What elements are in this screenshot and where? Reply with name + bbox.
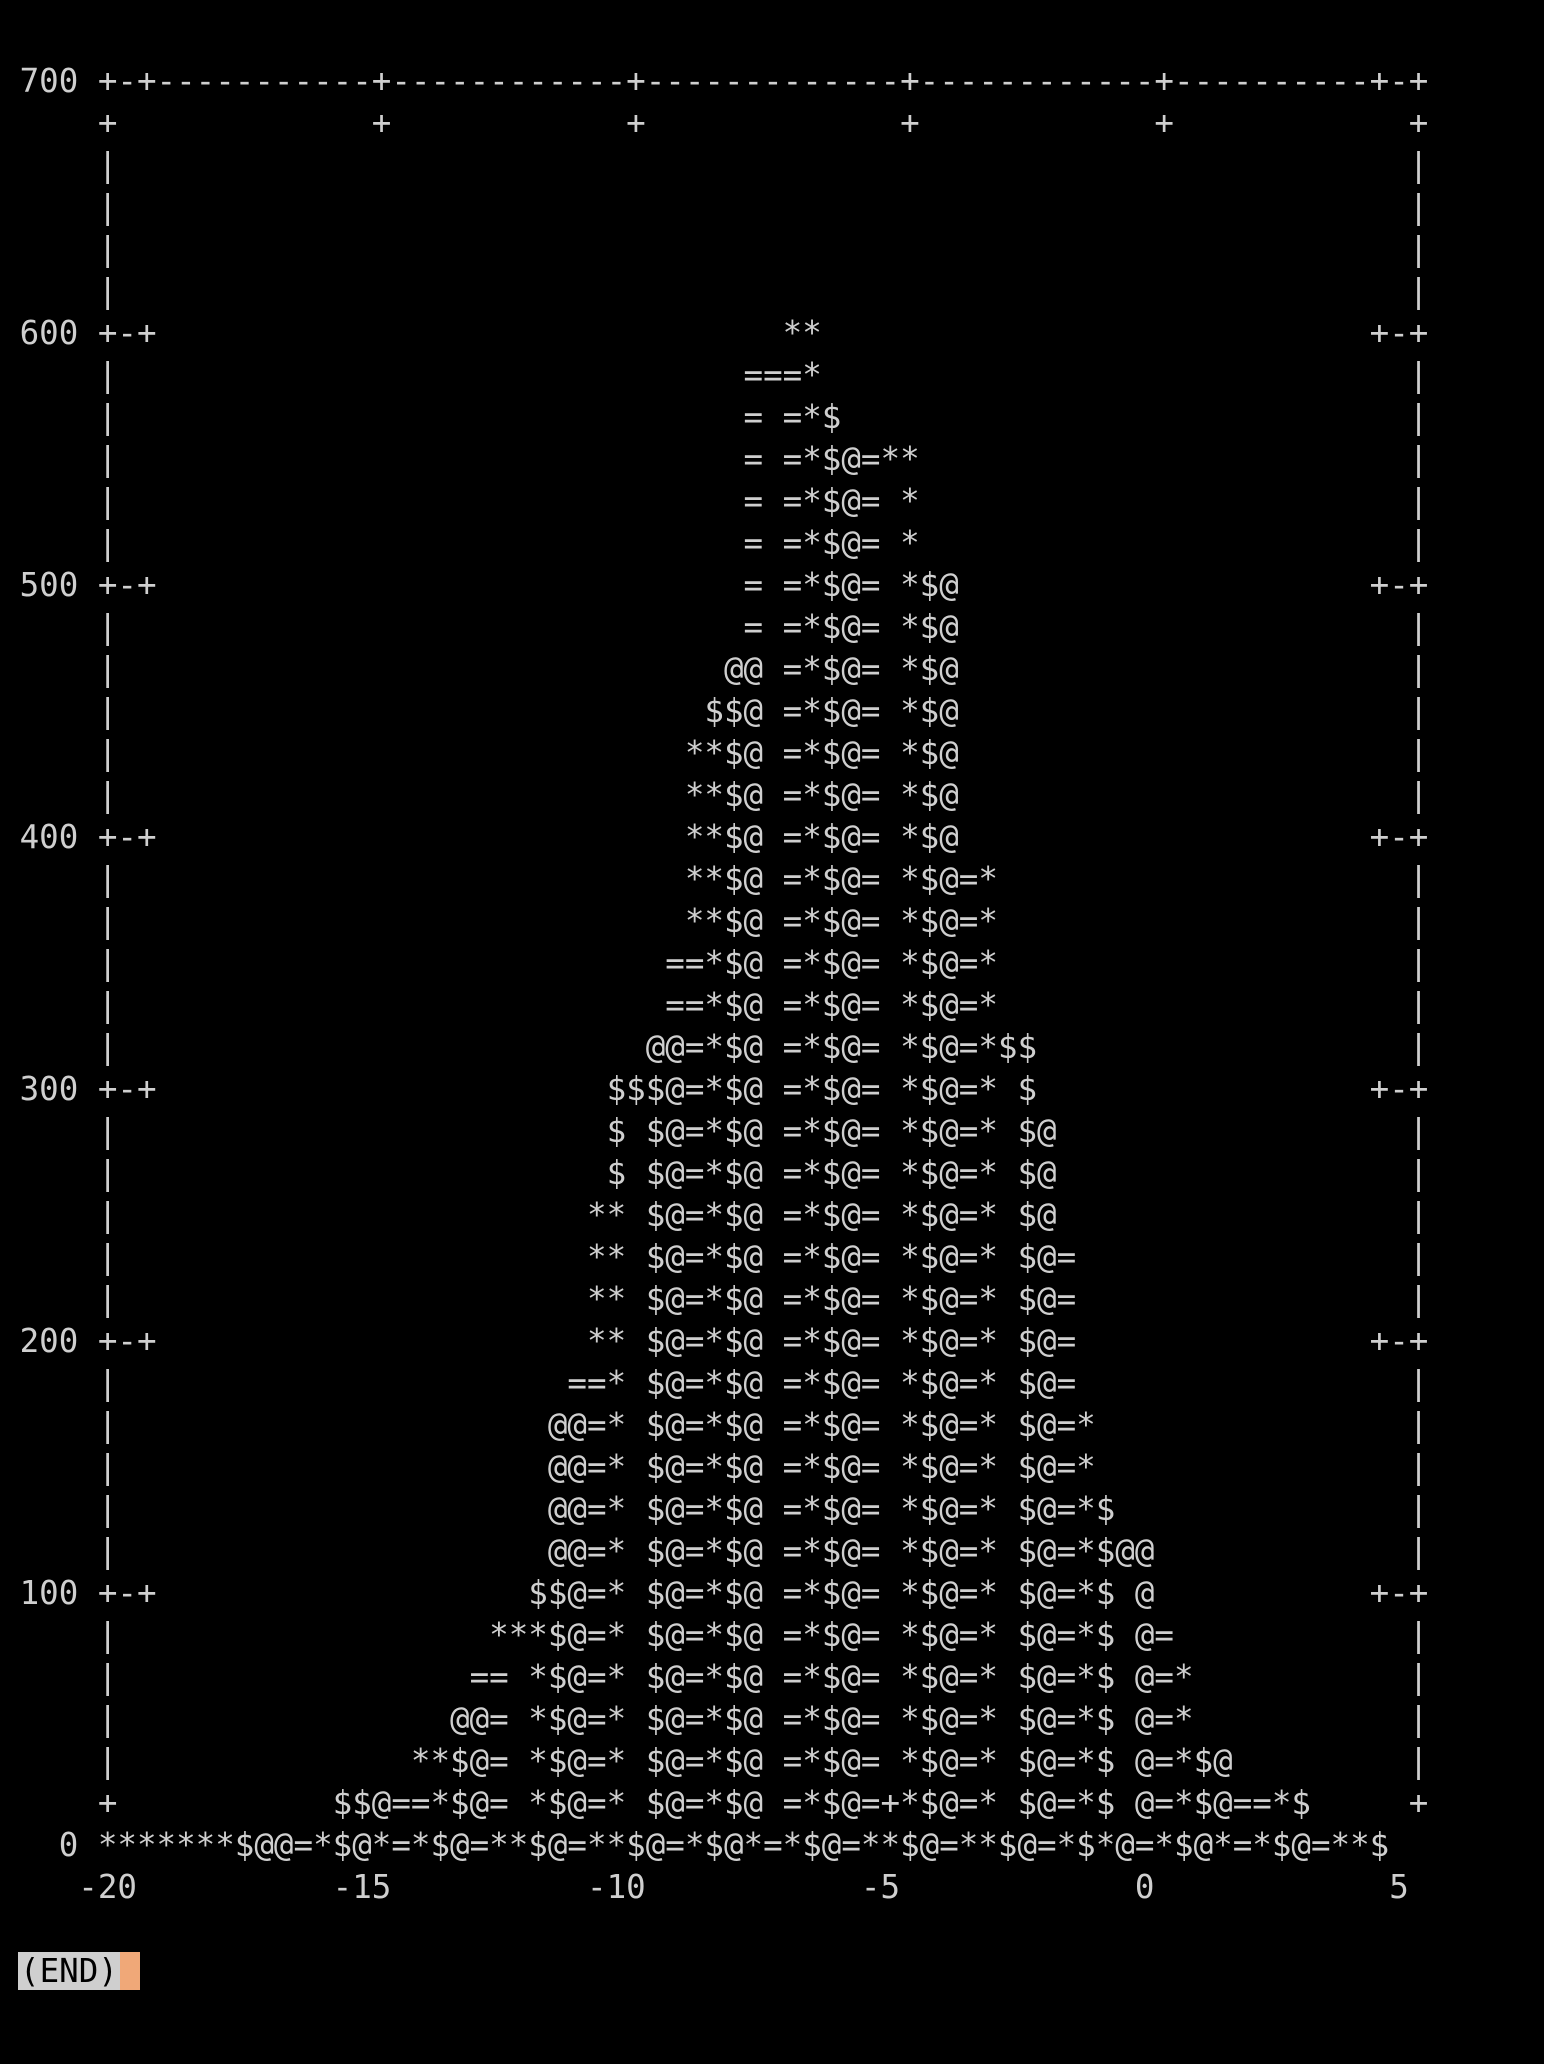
plot-line: | $ $@=*$@ =*$@= *$@=* $@ |	[0, 1154, 1429, 1192]
plot-line: | == *$@=* $@=*$@ =*$@= *$@=* $@=*$ @=* …	[0, 1658, 1429, 1696]
ascii-histogram-plot: 700 +-+-----------+------------+--------…	[0, 60, 1429, 1908]
plot-line: 600 +-+ ** +-+	[0, 314, 1429, 352]
plot-line: 400 +-+ **$@ =*$@= *$@ +-+	[0, 818, 1429, 856]
plot-line: 500 +-+ = =*$@= *$@ +-+	[0, 566, 1429, 604]
plot-line: | @@ =*$@= *$@ |	[0, 650, 1429, 688]
plot-line: | **$@ =*$@= *$@=* |	[0, 860, 1429, 898]
plot-line: | ***$@=* $@=*$@ =*$@= *$@=* $@=*$ @= |	[0, 1616, 1429, 1654]
plot-line: | = =*$@=** |	[0, 440, 1429, 478]
plot-line: | ==* $@=*$@ =*$@= *$@=* $@= |	[0, 1364, 1429, 1402]
plot-line: 0 *******$@@=*$@*=*$@=**$@=**$@=*$@*=*$@…	[0, 1826, 1390, 1864]
plot-line: | **$@ =*$@= *$@=* |	[0, 902, 1429, 940]
plot-line: | @@=* $@=*$@ =*$@= *$@=* $@=* |	[0, 1406, 1429, 1444]
plot-line: | $$@ =*$@= *$@ |	[0, 692, 1429, 730]
plot-line: | **$@= *$@=* $@=*$@ =*$@= *$@=* $@=*$ @…	[0, 1742, 1429, 1780]
plot-line: | = =*$@= *$@ |	[0, 608, 1429, 646]
plot-line: | @@=* $@=*$@ =*$@= *$@=* $@=*$@@ |	[0, 1532, 1429, 1570]
plot-line: | = =*$ |	[0, 398, 1429, 436]
plot-line: | ==*$@ =*$@= *$@=* |	[0, 986, 1429, 1024]
plot-line: | ===* |	[0, 356, 1429, 394]
plot-line: 300 +-+ $$$@=*$@ =*$@= *$@=* $ +-+	[0, 1070, 1429, 1108]
plot-line: | @@=*$@ =*$@= *$@=*$$ |	[0, 1028, 1429, 1066]
plot-line: | ** $@=*$@ =*$@= *$@=* $@ |	[0, 1196, 1429, 1234]
plot-line: | ==*$@ =*$@= *$@=* |	[0, 944, 1429, 982]
text-cursor	[119, 1952, 140, 1990]
plot-line: 700 +-+-----------+------------+--------…	[0, 62, 1429, 100]
plot-line: | |	[0, 230, 1429, 268]
plot-line: | ** $@=*$@ =*$@= *$@=* $@= |	[0, 1238, 1429, 1276]
plot-line: + $$@==*$@= *$@=* $@=*$@ =*$@=+*$@=* $@=…	[0, 1784, 1429, 1822]
plot-line: | @@=* $@=*$@ =*$@= *$@=* $@=*$ |	[0, 1490, 1429, 1528]
plot-line: | @@= *$@=* $@=*$@ =*$@= *$@=* $@=*$ @=*…	[0, 1700, 1429, 1738]
plot-line: | **$@ =*$@= *$@ |	[0, 734, 1429, 772]
plot-line: 200 +-+ ** $@=*$@ =*$@= *$@=* $@= +-+	[0, 1322, 1429, 1360]
plot-line: | |	[0, 188, 1429, 226]
pager-status-line: (END)	[18, 1950, 140, 1992]
plot-line: | |	[0, 272, 1429, 310]
plot-line: | $ $@=*$@ =*$@= *$@=* $@ |	[0, 1112, 1429, 1150]
plot-line: | |	[0, 146, 1429, 184]
plot-line: | ** $@=*$@ =*$@= *$@=* $@= |	[0, 1280, 1429, 1318]
plot-line: | = =*$@= * |	[0, 482, 1429, 520]
plot-line: 100 +-+ $$@=* $@=*$@ =*$@= *$@=* $@=*$ @…	[0, 1574, 1429, 1612]
plot-line: + + + + + +	[0, 104, 1429, 142]
plot-line: | = =*$@= * |	[0, 524, 1429, 562]
plot-line: | **$@ =*$@= *$@ |	[0, 776, 1429, 814]
plot-line: | @@=* $@=*$@ =*$@= *$@=* $@=* |	[0, 1448, 1429, 1486]
end-marker: (END)	[18, 1952, 120, 1990]
plot-line: -20 -15 -10 -5 0 5	[0, 1868, 1409, 1906]
